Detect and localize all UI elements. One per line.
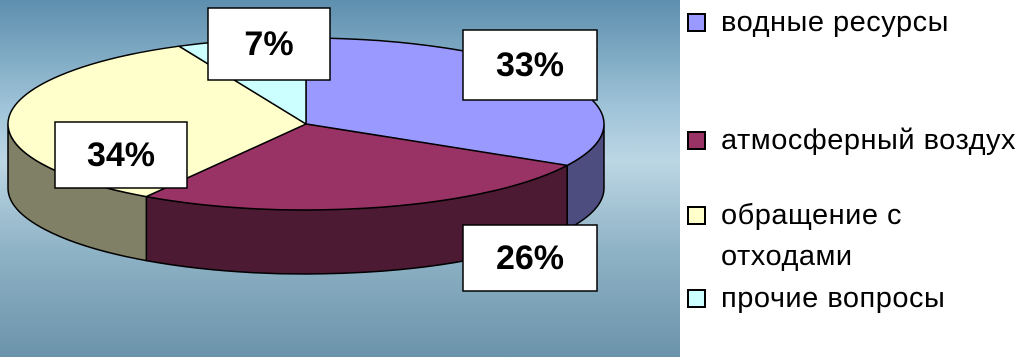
data-label: 26% <box>496 239 564 277</box>
legend-label: водные ресурсы <box>721 6 949 38</box>
legend-item: водные ресурсы <box>685 2 1023 43</box>
label-box <box>462 224 598 292</box>
legend-label: атмосферный воздух <box>721 124 1017 156</box>
data-label: 7% <box>244 25 293 63</box>
label-box <box>462 29 598 101</box>
legend-label: обращение с отходами <box>721 199 903 272</box>
legend-item: обращение с отходами <box>685 195 1023 277</box>
legend-swatch <box>687 131 706 150</box>
legend-swatch <box>687 13 706 32</box>
label-box <box>207 7 331 81</box>
legend-item: атмосферный воздух <box>685 120 1023 161</box>
chart: 33% 26% 34% 7% <box>7 7 605 292</box>
label-box <box>54 121 188 189</box>
data-label: 33% <box>496 46 564 84</box>
legend-item: прочие вопросы <box>685 278 1023 319</box>
pie-slice <box>143 123 570 211</box>
legend-swatch <box>687 206 706 225</box>
legend-label: прочие вопросы <box>721 282 946 314</box>
data-label: 34% <box>87 136 155 174</box>
legend-swatch <box>687 289 706 308</box>
